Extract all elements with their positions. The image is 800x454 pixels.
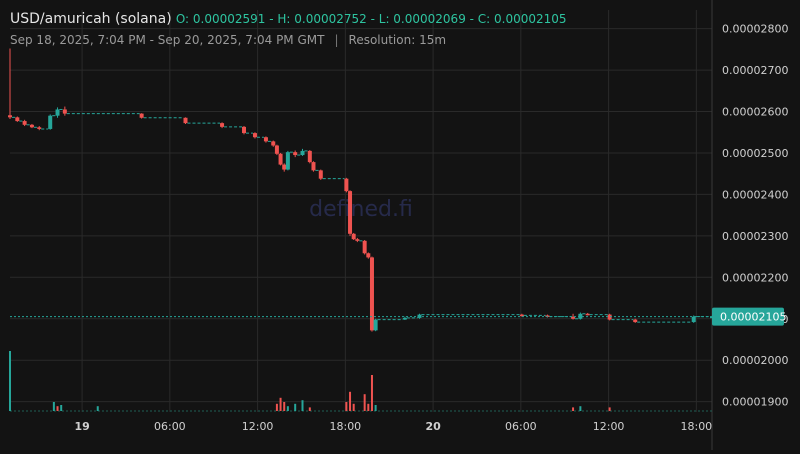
x-tick-label: 12:00 <box>593 420 625 433</box>
x-tick-label: 18:00 <box>680 420 712 433</box>
y-tick-label: 0.00002600 <box>722 106 788 119</box>
volume-bar <box>275 403 278 411</box>
candle-body <box>355 239 360 241</box>
volume-bar <box>301 400 304 411</box>
y-tick-label: 0.00002500 <box>722 147 788 160</box>
chart-subheader: Sep 18, 2025, 7:04 PM - Sep 20, 2025, 7:… <box>10 33 446 47</box>
candle-body <box>252 133 257 138</box>
candle-body <box>15 117 20 122</box>
volume-bar <box>367 403 370 411</box>
candle-body <box>607 314 612 320</box>
candle-body <box>348 191 353 234</box>
volume-bar <box>279 397 282 411</box>
y-tick-label: 0.00002800 <box>722 23 788 36</box>
x-tick-label: 06:00 <box>505 420 537 433</box>
volume-bar <box>374 405 377 411</box>
y-tick-label: 0.00002200 <box>722 271 788 284</box>
x-tick-label: 12:00 <box>242 420 274 433</box>
candle-body <box>48 115 53 129</box>
candle-body <box>55 109 60 116</box>
candle-body <box>369 257 374 331</box>
pair-title: USD/amuricah (solana) <box>10 11 172 27</box>
volume-bar <box>96 406 99 411</box>
volume-bar <box>286 406 289 411</box>
candle-body <box>139 113 144 118</box>
chart-header: USD/amuricah (solana) O: 0.00002591 - H:… <box>10 11 567 27</box>
volume-bar <box>52 402 55 411</box>
volume-bar <box>579 406 582 411</box>
watermark: defined.fi <box>309 197 413 222</box>
volume-bar <box>9 351 11 411</box>
separator: | <box>334 33 339 47</box>
candle-body <box>220 123 225 127</box>
candle-body <box>29 124 34 128</box>
candle-body <box>37 127 42 129</box>
x-tick-label: 20 <box>425 420 441 433</box>
candle-body <box>307 150 312 163</box>
volume-bar <box>60 405 63 411</box>
last-price-label: 0.00002105 <box>720 311 786 324</box>
candle-body <box>362 240 367 254</box>
volume-bar <box>56 406 59 411</box>
candle-body <box>271 141 276 146</box>
volume-bar <box>352 403 355 411</box>
x-tick-label: 18:00 <box>329 420 361 433</box>
volume-bar <box>363 394 366 411</box>
candle-body <box>571 316 576 319</box>
volume-bar <box>370 375 373 411</box>
candle-body <box>62 109 67 114</box>
volume-bar <box>572 407 575 411</box>
date-range: Sep 18, 2025, 7:04 PM - Sep 20, 2025, 7:… <box>10 33 325 47</box>
candle-body <box>578 313 583 319</box>
y-tick-label: 0.00002400 <box>722 188 788 201</box>
candle-body <box>519 314 524 317</box>
candle-body <box>282 164 287 170</box>
candle-body <box>402 317 407 320</box>
candle-body <box>633 319 638 323</box>
volume-bar <box>308 407 311 411</box>
volume-bar <box>608 407 611 411</box>
x-tick-label: 19 <box>74 420 89 433</box>
candle-body <box>311 162 316 171</box>
y-tick-label: 0.00002000 <box>722 354 788 367</box>
resolution-label: Resolution: 15m <box>348 33 447 47</box>
candle-body <box>263 137 268 142</box>
x-tick-label: 06:00 <box>154 420 186 433</box>
volume-bar <box>349 391 352 411</box>
candle-body <box>351 233 356 240</box>
volume-bar <box>345 402 348 411</box>
candle-body <box>8 115 12 118</box>
y-tick-label: 0.00002300 <box>722 230 788 243</box>
candle-body <box>373 319 378 331</box>
candle-body <box>585 313 590 316</box>
candle-body <box>274 145 279 154</box>
ohlc-readout: O: 0.00002591 - H: 0.00002752 - L: 0.000… <box>175 12 567 26</box>
last-price-tag <box>712 307 784 326</box>
volume-bar <box>294 403 297 411</box>
candle-body <box>318 170 323 179</box>
y-tick-label: 0.00001900 <box>722 396 788 409</box>
candle-body <box>366 253 371 258</box>
candle-body <box>278 153 283 165</box>
volume-bar <box>283 402 286 411</box>
candle-body <box>22 121 27 125</box>
candle-body <box>300 150 305 156</box>
candle-body <box>285 152 290 170</box>
y-tick-label: 0.00002700 <box>722 64 788 77</box>
candle-body <box>183 117 188 124</box>
candle-body <box>293 152 298 156</box>
candle-body <box>691 316 696 323</box>
candle-body <box>344 178 349 192</box>
candle-body <box>242 126 246 134</box>
